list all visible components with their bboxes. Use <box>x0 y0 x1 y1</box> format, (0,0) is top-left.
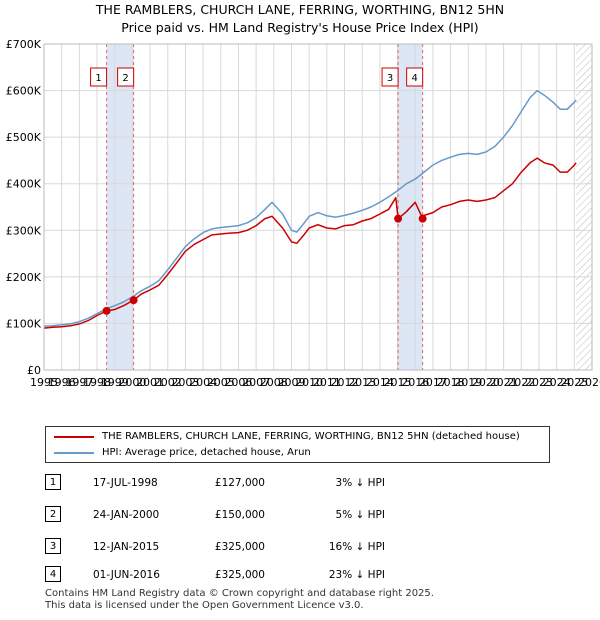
transaction-price: £325,000 <box>214 569 265 581</box>
transaction-marker-label: 1 <box>45 474 61 490</box>
transaction-date: 12-JAN-2015 <box>93 541 160 553</box>
x-tick-label: 2025 <box>560 376 588 389</box>
transaction-box-3 <box>381 67 399 87</box>
transaction-price: £127,000 <box>214 477 265 489</box>
x-tick-label: 2023 <box>525 376 553 389</box>
x-tick-label: 1999 <box>101 376 129 389</box>
x-tick-label: 2003 <box>171 376 199 389</box>
sale-point-3 <box>394 214 403 223</box>
shaded-period-1 <box>106 44 134 370</box>
transaction-hpi-diff: 16% ↓ HPI <box>328 541 385 553</box>
x-tick-label: 2017 <box>419 376 447 389</box>
transaction-row: 4 01-JUN-2016 £325,000 23% ↓ HPI <box>45 566 485 584</box>
plot-border <box>43 43 593 371</box>
plot-area <box>44 44 592 370</box>
price-chart: 1 2 3 4 £0 £100K £200K £300K £400K £500K £600K £700… <box>6 38 600 389</box>
property-series-line <box>43 157 577 329</box>
footer-license: This data is licensed under the Open Gov… <box>45 600 364 611</box>
transaction-box-label-1: 1 <box>95 73 101 84</box>
y-tick-label: £300K <box>6 224 42 237</box>
sale-point-4 <box>418 214 427 223</box>
x-tick-label: 2001 <box>136 376 164 389</box>
x-tick-label: 2011 <box>313 376 341 389</box>
y-tick-label: £400K <box>6 178 42 191</box>
transaction-box-1 <box>90 67 108 87</box>
y-tick-label: £500K <box>6 131 42 144</box>
legend-swatch-property <box>54 436 94 438</box>
y-tick-label: £600K <box>6 85 42 98</box>
legend-label-property: THE RAMBLERS, CHURCH LANE, FERRING, WORT… <box>102 431 520 442</box>
x-tick-label: 2004 <box>189 376 217 389</box>
x-tick-label: 2022 <box>507 376 535 389</box>
x-tick-label: 2006 <box>224 376 252 389</box>
x-tick-label: 2018 <box>437 376 465 389</box>
y-tick-label: £100K <box>6 317 42 330</box>
footer-copyright: Contains HM Land Registry data © Crown c… <box>45 588 434 599</box>
x-tick-label: 2021 <box>490 376 518 389</box>
x-tick-label: 2020 <box>472 376 500 389</box>
sale-point-1 <box>102 306 111 315</box>
transaction-hpi-diff: 3% ↓ HPI <box>335 477 385 489</box>
y-tick-label: £700K <box>6 38 42 51</box>
x-tick-label: 1998 <box>83 376 111 389</box>
hpi-series-line <box>43 89 577 327</box>
transaction-hpi-diff: 5% ↓ HPI <box>335 509 385 521</box>
transaction-price: £325,000 <box>214 541 265 553</box>
x-tick-label: 2005 <box>207 376 235 389</box>
legend: THE RAMBLERS, CHURCH LANE, FERRING, WORT… <box>45 426 550 463</box>
chart-title: THE RAMBLERS, CHURCH LANE, FERRING, WORT… <box>95 2 505 17</box>
x-tick-label: 2016 <box>401 376 429 389</box>
forecast-region <box>576 44 592 370</box>
transaction-row: 1 17-JUL-1998 £127,000 3% ↓ HPI <box>45 474 485 492</box>
x-tick-label: 2026 <box>578 376 600 389</box>
transaction-box-label-4: 4 <box>411 73 417 84</box>
transaction-date: 24-JAN-2000 <box>93 509 160 521</box>
chart-subtitle: Price paid vs. HM Land Registry's House … <box>121 20 479 35</box>
x-tick-label: 2007 <box>242 376 270 389</box>
x-tick-label: 2008 <box>260 376 288 389</box>
legend-swatch-hpi <box>54 452 94 454</box>
x-tick-label: 2000 <box>118 376 146 389</box>
x-tick-label: 2013 <box>348 376 376 389</box>
x-tick-label: 2015 <box>384 376 412 389</box>
transaction-marker-label: 2 <box>45 506 61 522</box>
transaction-row: 3 12-JAN-2015 £325,000 16% ↓ HPI <box>45 538 485 556</box>
transaction-box-2 <box>117 67 135 87</box>
x-tick-label: 2024 <box>543 376 571 389</box>
transaction-box-4 <box>406 67 424 87</box>
legend-label-hpi: HPI: Average price, detached house, Arun <box>102 447 311 458</box>
x-tick-label: 2019 <box>454 376 482 389</box>
transaction-box-label-3: 3 <box>387 73 393 84</box>
y-tick-label: £0 <box>27 364 41 377</box>
transaction-marker-label: 4 <box>45 566 61 582</box>
x-tick-label: 2002 <box>154 376 182 389</box>
y-tick-label: £200K <box>6 271 42 284</box>
x-tick-label: 2010 <box>295 376 323 389</box>
transaction-row: 2 24-JAN-2000 £150,000 5% ↓ HPI <box>45 506 485 524</box>
transaction-price: £150,000 <box>214 509 265 521</box>
x-tick-label: 2014 <box>366 376 394 389</box>
x-tick-label: 1997 <box>65 376 93 389</box>
x-tick-label: 1996 <box>48 376 76 389</box>
sale-point-2 <box>129 296 138 305</box>
transaction-hpi-diff: 23% ↓ HPI <box>328 569 385 581</box>
transaction-box-label-2: 2 <box>122 73 128 84</box>
x-tick-label: 1995 <box>30 376 58 389</box>
x-tick-label: 2012 <box>331 376 359 389</box>
transaction-date: 01-JUN-2016 <box>93 569 160 581</box>
x-tick-label: 2009 <box>277 376 305 389</box>
transaction-marker-label: 3 <box>45 538 61 554</box>
transaction-date: 17-JUL-1998 <box>93 477 158 489</box>
